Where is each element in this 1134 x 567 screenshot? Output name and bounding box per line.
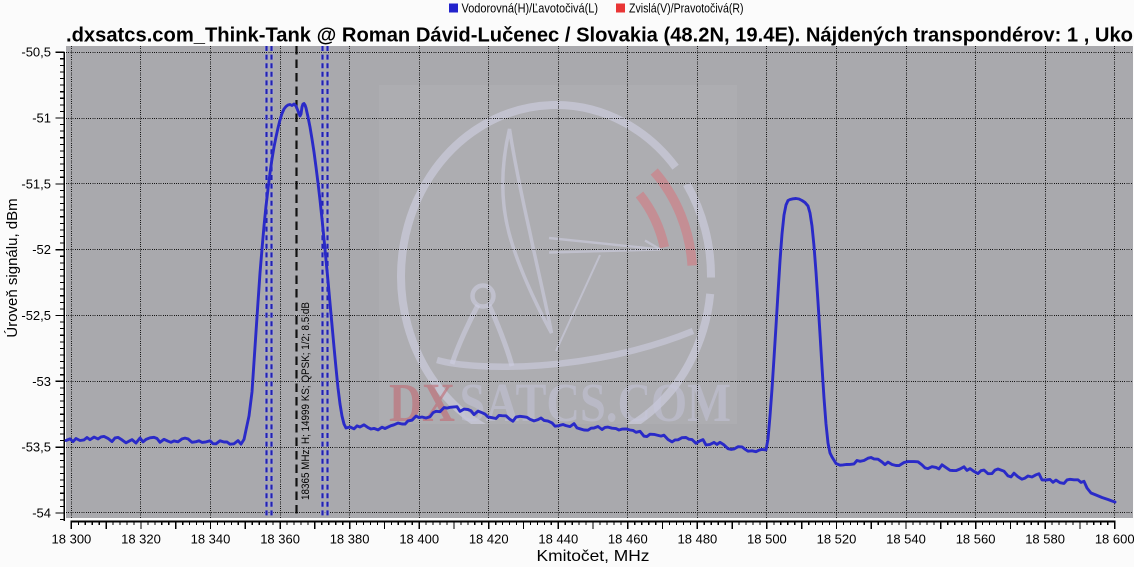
svg-text:-52,5: -52,5	[21, 308, 51, 323]
svg-text:-51,5: -51,5	[21, 176, 51, 191]
svg-text:18 360: 18 360	[260, 532, 300, 547]
svg-text:Zvislá(V)/Pravotočivá(R): Zvislá(V)/Pravotočivá(R)	[629, 2, 744, 16]
svg-text:Kmitočet, MHz: Kmitočet, MHz	[537, 548, 650, 565]
svg-text:18 380: 18 380	[330, 532, 370, 547]
svg-text:.dxsatcs.com_Think-Tank @ Roma: .dxsatcs.com_Think-Tank @ Roman Dávid-Lu…	[66, 25, 1133, 47]
svg-text:-51: -51	[32, 111, 51, 126]
svg-text:18 300: 18 300	[52, 532, 92, 547]
svg-text:18 540: 18 540	[886, 532, 926, 547]
svg-text:18 480: 18 480	[678, 532, 718, 547]
svg-text:18365 MHz; H; 14999 KS; QPSK;: 18365 MHz; H; 14999 KS; QPSK; 1/2; 8.5 d…	[300, 302, 312, 500]
svg-text:Úroveň signálu, dBm: Úroveň signálu, dBm	[4, 198, 21, 337]
svg-text:-54: -54	[32, 506, 51, 521]
svg-text:-53,5: -53,5	[21, 440, 51, 455]
svg-text:18 580: 18 580	[1025, 532, 1065, 547]
svg-text:18 500: 18 500	[747, 532, 787, 547]
svg-text:-50,5: -50,5	[21, 45, 51, 60]
svg-text:18 320: 18 320	[121, 532, 161, 547]
svg-text:-53: -53	[32, 374, 51, 389]
svg-text:18 400: 18 400	[399, 532, 439, 547]
svg-text:18 460: 18 460	[608, 532, 648, 547]
svg-text:SATCS.COM: SATCS.COM	[460, 372, 732, 433]
svg-text:18 520: 18 520	[817, 532, 857, 547]
svg-text:18 560: 18 560	[956, 532, 996, 547]
svg-text:-52: -52	[32, 242, 51, 257]
svg-text:18 420: 18 420	[469, 532, 509, 547]
svg-text:18 340: 18 340	[191, 532, 231, 547]
svg-text:18 600: 18 600	[1095, 532, 1134, 547]
svg-text:18 440: 18 440	[538, 532, 578, 547]
svg-text:Vodorovná(H)/Ľavotočivá(L): Vodorovná(H)/Ľavotočivá(L)	[462, 2, 599, 16]
